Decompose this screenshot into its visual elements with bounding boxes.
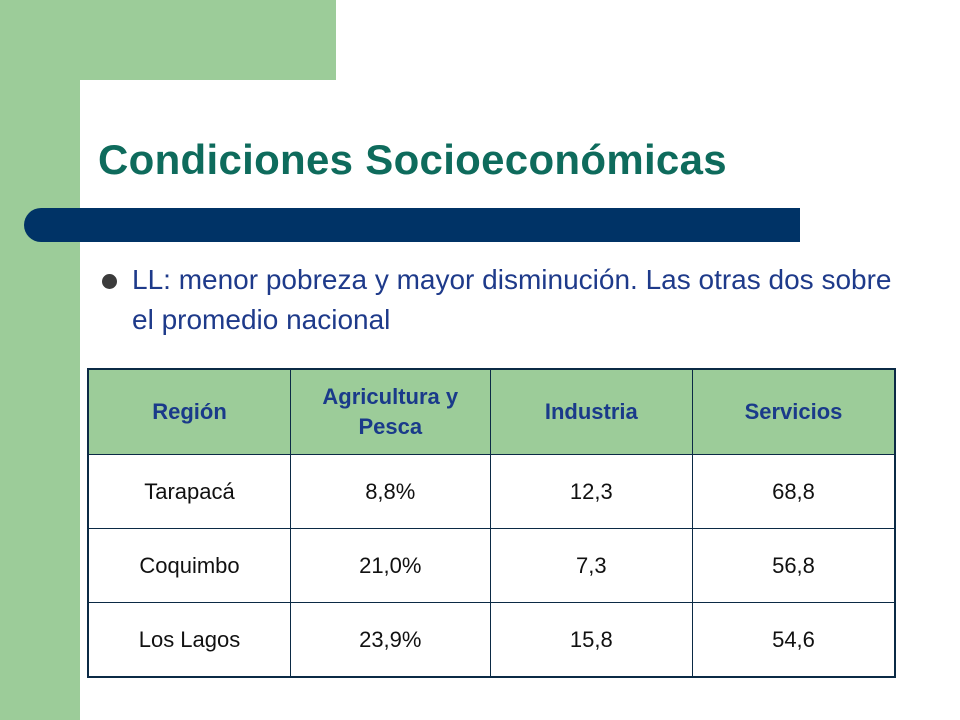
top-green-band bbox=[0, 0, 336, 80]
header-servicios: Servicios bbox=[692, 368, 896, 455]
cell-agricultura: 21,0% bbox=[289, 528, 491, 603]
cell-industria: 12,3 bbox=[489, 454, 694, 529]
sector-table: Región Agricultura y Pesca Industria Ser… bbox=[87, 368, 896, 678]
table-row: Tarapacá 8,8% 12,3 68,8 bbox=[87, 454, 896, 529]
table-row: Coquimbo 21,0% 7,3 56,8 bbox=[87, 528, 896, 603]
cell-region: Los Lagos bbox=[87, 602, 291, 678]
left-green-band bbox=[0, 0, 80, 720]
bullet-text: LL: menor pobreza y mayor disminución. L… bbox=[132, 264, 892, 335]
bullet-dot-icon bbox=[102, 274, 117, 289]
header-agricultura: Agricultura y Pesca bbox=[289, 368, 491, 455]
cell-industria: 15,8 bbox=[489, 602, 694, 678]
cell-agricultura: 8,8% bbox=[289, 454, 491, 529]
table-header-row: Región Agricultura y Pesca Industria Ser… bbox=[87, 368, 896, 455]
header-industria: Industria bbox=[489, 368, 694, 455]
table-row: Los Lagos 23,9% 15,8 54,6 bbox=[87, 602, 896, 678]
title-underline-bar bbox=[24, 208, 800, 242]
cell-region: Tarapacá bbox=[87, 454, 291, 529]
cell-servicios: 56,8 bbox=[692, 528, 896, 603]
header-region: Región bbox=[87, 368, 291, 455]
cell-region: Coquimbo bbox=[87, 528, 291, 603]
cell-agricultura: 23,9% bbox=[289, 602, 491, 678]
cell-servicios: 68,8 bbox=[692, 454, 896, 529]
cell-industria: 7,3 bbox=[489, 528, 694, 603]
cell-servicios: 54,6 bbox=[692, 602, 896, 678]
slide-title: Condiciones Socioeconómicas bbox=[98, 136, 727, 183]
